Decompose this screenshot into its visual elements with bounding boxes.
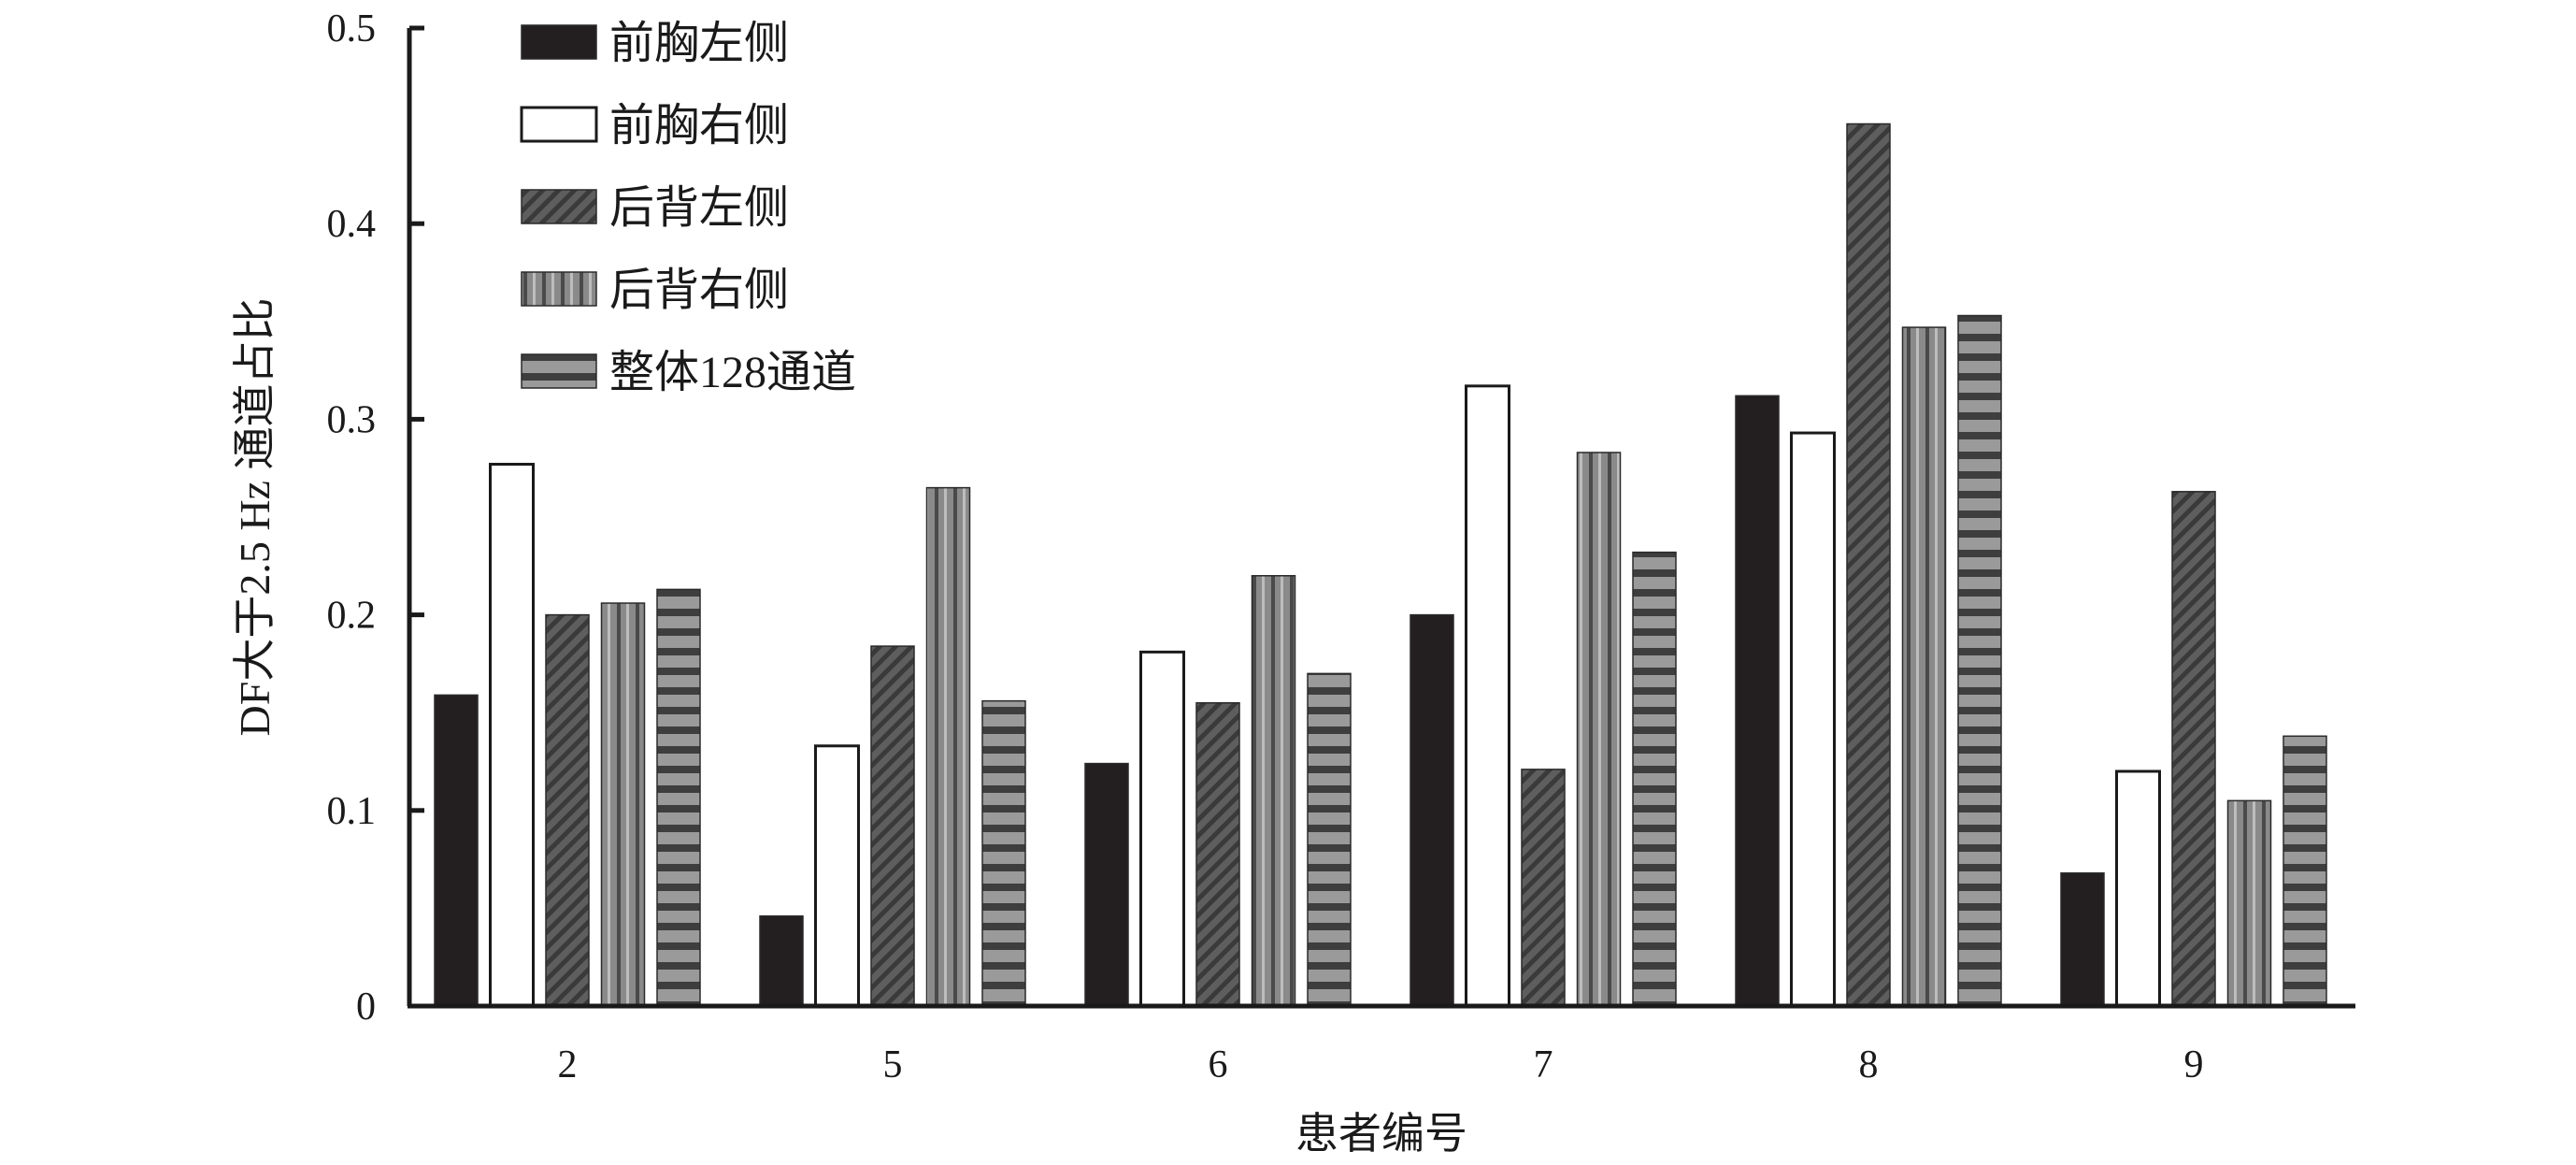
bar-2-series-3 (545, 613, 590, 1007)
y-tick-label: 0.3 (327, 398, 377, 441)
legend-swatch-2 (520, 106, 598, 143)
bar-9-series-1 (2060, 871, 2105, 1007)
legend-swatch-4 (521, 271, 597, 307)
bars-layer (434, 122, 2327, 1008)
legend-swatch-1 (521, 24, 597, 60)
x-tick-label: 2 (558, 1043, 578, 1086)
bar-6-series-5 (1307, 672, 1352, 1007)
bar-9-series-4 (2226, 799, 2272, 1007)
bar-5-series-3 (870, 645, 915, 1007)
legend-label-4: 后背右侧 (609, 266, 789, 315)
bar-5-series-4 (925, 486, 971, 1007)
bar-7-series-5 (1632, 551, 1677, 1007)
y-tick-label: 0 (356, 985, 376, 1028)
bar-6-series-4 (1251, 575, 1296, 1007)
bar-7-series-3 (1521, 769, 1566, 1007)
y-tick-label: 0.5 (327, 7, 377, 50)
x-tick-label: 7 (1534, 1043, 1553, 1086)
x-tick-label: 6 (1209, 1043, 1228, 1086)
bar-5-series-1 (759, 915, 804, 1007)
bar-5-series-5 (981, 699, 1026, 1007)
y-tick-label: 0.2 (327, 595, 377, 638)
bar-9-series-5 (2283, 735, 2327, 1007)
x-tick-label: 8 (1859, 1043, 1879, 1086)
bar-6-series-1 (1084, 762, 1129, 1007)
bar-8-series-1 (1735, 395, 1780, 1007)
y-ticks: 0 0.1 0.2 0.3 0.4 0.5 (327, 7, 424, 1028)
bar-8-series-3 (1846, 122, 1891, 1007)
bar-5-series-2 (814, 744, 860, 1008)
bar-6-series-2 (1139, 650, 1185, 1008)
bar-8-series-4 (1901, 326, 1947, 1007)
bar-7-series-1 (1410, 613, 1454, 1007)
legend-label-1: 前胸左侧 (609, 19, 789, 68)
bar-2-series-1 (434, 694, 479, 1007)
bar-7-series-2 (1465, 384, 1510, 1008)
legend-label-2: 前胸右侧 (609, 101, 789, 151)
bar-9-series-2 (2115, 769, 2161, 1008)
bar-9-series-3 (2171, 491, 2216, 1007)
bar-7-series-4 (1576, 452, 1622, 1007)
bar-2-series-5 (656, 588, 701, 1007)
bar-2-series-4 (600, 602, 646, 1007)
x-tick-label: 9 (2184, 1043, 2204, 1086)
x-ticks: 2 5 6 7 8 9 (558, 1043, 2204, 1086)
bar-2-series-2 (489, 463, 535, 1008)
x-axis-title: 患者编号 (1295, 1110, 1467, 1158)
legend-swatch-5 (521, 353, 597, 389)
y-tick-label: 0.1 (327, 790, 377, 833)
legend-label-5: 整体128通道 (609, 348, 856, 397)
x-tick-label: 5 (883, 1043, 903, 1086)
bar-8-series-5 (1957, 314, 2002, 1007)
y-axis-title: DF大于2.5 Hz 通道占比 (231, 298, 279, 737)
y-tick-label: 0.4 (327, 203, 377, 246)
legend-swatch-3 (521, 189, 597, 224)
bar-8-series-2 (1790, 431, 1836, 1008)
legend-label-3: 后背左侧 (609, 183, 789, 233)
bar-6-series-3 (1195, 701, 1240, 1007)
